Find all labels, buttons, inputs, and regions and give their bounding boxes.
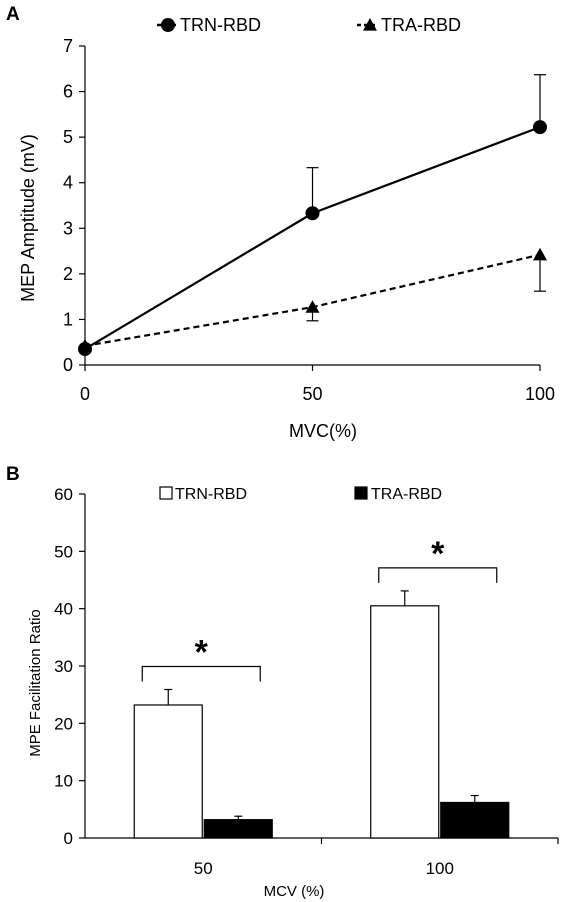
chart-b-significance-star: * (431, 535, 445, 573)
chart-a-axes: 0 1 2 3 4 5 6 7 0 50 100 (63, 36, 555, 404)
chart-b-significance-bracket (378, 567, 498, 583)
chart-b-series (133, 590, 510, 839)
chart-a: TRN-RBD TRA-RBD 0 1 2 3 4 5 6 7 0 50 100 MEP Amptit… (18, 15, 555, 441)
chart-b-y-tick-label: 0 (64, 829, 73, 848)
chart-a-y-tick-label: 7 (63, 36, 73, 56)
chart-a-legend-label-1: TRN-RBD (180, 15, 261, 35)
chart-b-y-tick-label: 50 (54, 542, 73, 561)
chart-b-y-axis-label: MPE Facilitation Ratio (27, 609, 44, 757)
chart-a-y-axis-label: MEP Amptitude (mV) (18, 134, 38, 302)
chart-a-y-tick-label: 6 (63, 82, 73, 102)
chart-a-point (305, 300, 320, 313)
chart-a-x-tick-label: 50 (302, 384, 322, 404)
chart-b-legend-swatch-1 (159, 486, 173, 500)
chart-b-y-tick-label: 60 (54, 485, 73, 504)
chart-b-legend-label-1: TRN-RBD (175, 486, 247, 503)
chart-b-y-tick-label: 20 (54, 714, 73, 733)
chart-a-y-tick-label: 4 (63, 173, 73, 193)
chart-a-point (533, 120, 547, 135)
chart-b-y-tick-label: 30 (54, 657, 73, 676)
chart-a-y-tick-label: 3 (63, 218, 73, 238)
chart-a-y-tick-label: 2 (63, 264, 73, 284)
chart-b-x-axis-label: MCV (%) (264, 883, 325, 900)
chart-b-y-tick-label: 10 (54, 772, 73, 791)
chart-a-y-tick-label: 0 (63, 355, 73, 375)
chart-a-legend-label-2: TRA-RBD (381, 15, 461, 35)
panel-a-label: A (6, 4, 20, 25)
chart-a-point (78, 338, 92, 352)
chart-a-legend-marker-1 (161, 18, 175, 32)
chart-b-legend-swatch-2 (354, 486, 368, 500)
chart-b-y-tick-label: 40 (54, 600, 73, 619)
chart-b-legend: TRN-RBD TRA-RBD (159, 486, 442, 503)
chart-b-significance-star: * (195, 634, 209, 672)
chart-a-x-tick-label: 0 (80, 384, 90, 404)
chart-a-point (305, 206, 320, 221)
panel-b-label: B (6, 464, 20, 485)
chart-b-x-tick-label: 100 (426, 859, 454, 878)
chart-a-series (78, 74, 547, 357)
chart-b-legend-label-2: TRA-RBD (371, 486, 442, 503)
chart-a-y-tick-label: 5 (63, 127, 73, 147)
chart-b-significance-bracket (141, 665, 261, 682)
chart-b-bar (133, 704, 203, 839)
chart-a-legend: TRN-RBD TRA-RBD (157, 15, 461, 35)
chart-a-x-tick-label: 100 (525, 384, 555, 404)
chart-b-bar (203, 819, 273, 839)
chart-a-x-axis-label: MVC(%) (289, 421, 357, 441)
chart-a-y-tick-label: 1 (63, 309, 73, 329)
chart-a-point (533, 247, 547, 261)
chart-a-legend-marker-2 (363, 18, 377, 31)
chart-b-x-tick-label: 50 (194, 859, 213, 878)
chart-b-bar (370, 605, 440, 839)
chart-b-bar (440, 801, 510, 839)
chart-b-annotations: ** (141, 535, 498, 682)
